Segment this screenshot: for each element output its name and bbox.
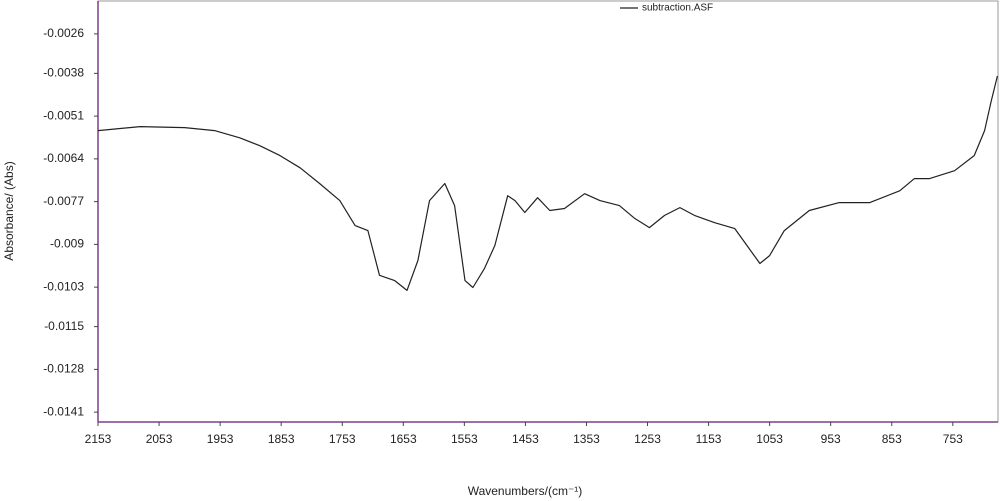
x-tick-label: 853 bbox=[882, 432, 902, 446]
x-tick-label: 1553 bbox=[451, 432, 478, 446]
y-tick-label: -0.0103 bbox=[43, 279, 84, 293]
x-tick-label: 753 bbox=[943, 432, 963, 446]
x-tick-label: 1753 bbox=[329, 432, 356, 446]
spectrum-line bbox=[97, 75, 998, 291]
x-tick-label: 1453 bbox=[512, 432, 539, 446]
y-tick-label: -0.0038 bbox=[43, 66, 84, 80]
x-tick-label: 2153 bbox=[85, 432, 112, 446]
y-axis-label: Absorbance/ (Abs) bbox=[2, 161, 16, 260]
legend-label: subtraction.ASF bbox=[642, 3, 713, 14]
plot-frame bbox=[97, 0, 999, 423]
x-tick-label: 2053 bbox=[146, 432, 173, 446]
x-tick-label: 1853 bbox=[268, 432, 295, 446]
x-tick-label: 1253 bbox=[634, 432, 661, 446]
y-tick-label: -0.0141 bbox=[43, 404, 84, 418]
x-axis-label: Wavenumbers/(cm⁻¹) bbox=[468, 484, 583, 498]
x-tick-label: 1953 bbox=[207, 432, 234, 446]
x-tick-label: 1053 bbox=[756, 432, 783, 446]
y-tick-label: -0.0077 bbox=[43, 194, 84, 208]
x-tick-label: 1353 bbox=[573, 432, 600, 446]
y-tick-label: -0.0051 bbox=[43, 108, 84, 122]
x-tick-label: 1153 bbox=[696, 432, 722, 446]
x-tick-label: 1653 bbox=[390, 432, 417, 446]
y-tick-label: -0.009 bbox=[50, 237, 84, 251]
y-tick-label: -0.0064 bbox=[43, 151, 84, 165]
x-tick-label: 953 bbox=[821, 432, 841, 446]
y-tick-label: -0.0115 bbox=[44, 319, 84, 333]
y-tick-label: -0.0026 bbox=[43, 26, 84, 40]
y-tick-label: -0.0128 bbox=[43, 362, 84, 376]
